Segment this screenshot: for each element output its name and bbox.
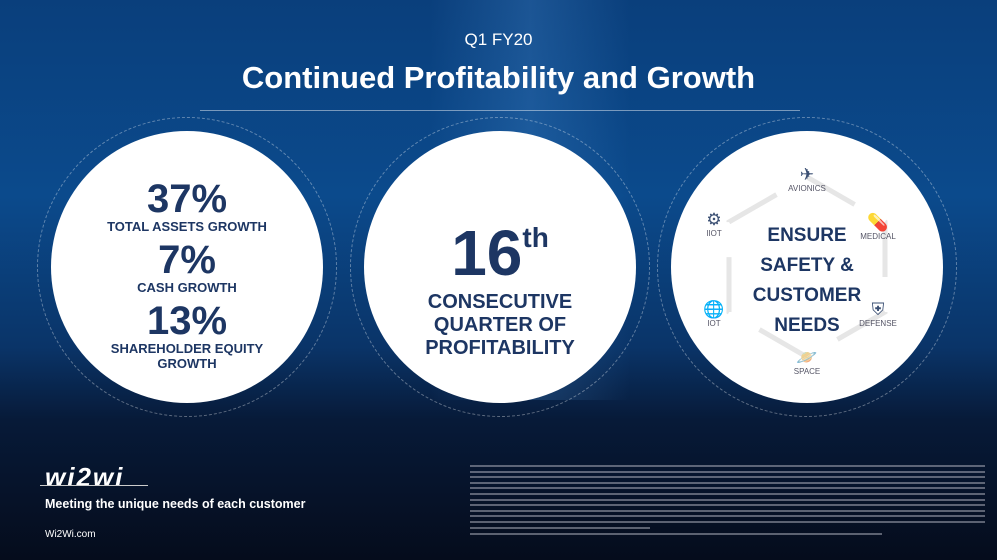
- stat-label: SHAREHOLDER EQUITY GROWTH: [110, 341, 264, 371]
- ring: [657, 117, 957, 417]
- robot-arm-icon: ⚙: [706, 210, 722, 229]
- ring: [350, 117, 650, 417]
- stat-label: TOTAL ASSETS GROWTH: [107, 219, 267, 234]
- disclaimer-fine-print: [470, 465, 985, 538]
- website-link[interactable]: Wi2Wi.com: [45, 529, 96, 540]
- quarter-count: 16th: [451, 217, 549, 289]
- logo-underline: [40, 485, 148, 486]
- stats-circle: 37% TOTAL ASSETS GROWTH 7% CASH GROWTH 1…: [51, 131, 323, 403]
- profitability-circle: 16th CONSECUTIVE QUARTER OF PROFITABILIT…: [364, 131, 636, 403]
- stat-value: 7%: [158, 238, 216, 282]
- page-title: Continued Profitability and Growth: [241, 60, 756, 95]
- node-iot: 🌐 IOT: [684, 300, 744, 329]
- page-subtitle: Q1 FY20: [464, 30, 533, 49]
- stat-value: 37%: [146, 177, 228, 221]
- hexagon-outline: [726, 174, 888, 360]
- node-space: 🪐 SPACE: [777, 348, 837, 377]
- stat-value: 13%: [146, 299, 228, 343]
- globe-icon: 🌐: [703, 300, 725, 319]
- ring: [37, 117, 337, 417]
- pill-icon: 💊: [867, 213, 889, 232]
- node-iiot: ⚙ IIOT: [684, 210, 744, 239]
- title-divider: [200, 110, 800, 111]
- node-avionics: ✈ AVIONICS: [777, 165, 837, 194]
- planet-icon: 🪐: [796, 348, 818, 367]
- wi2wi-logo: wi2wi: [45, 462, 125, 492]
- tagline: Meeting the unique needs of each custome…: [45, 497, 306, 511]
- shield-icon: ⛨: [871, 300, 885, 319]
- markets-circle: ENSURE SAFETY & CUSTOMER NEEDS ✈ AVIONICS…: [671, 131, 943, 403]
- node-medical: 💊 MEDICAL: [848, 213, 908, 242]
- markets-text: ENSURE SAFETY & CUSTOMER NEEDS: [752, 225, 862, 336]
- stat-label: CASH GROWTH: [137, 280, 237, 295]
- profitability-text: CONSECUTIVE QUARTER OF PROFITABILITY: [425, 291, 575, 359]
- node-defense: ⛨ DEFENSE: [848, 300, 908, 329]
- airplane-icon: ✈: [799, 165, 815, 184]
